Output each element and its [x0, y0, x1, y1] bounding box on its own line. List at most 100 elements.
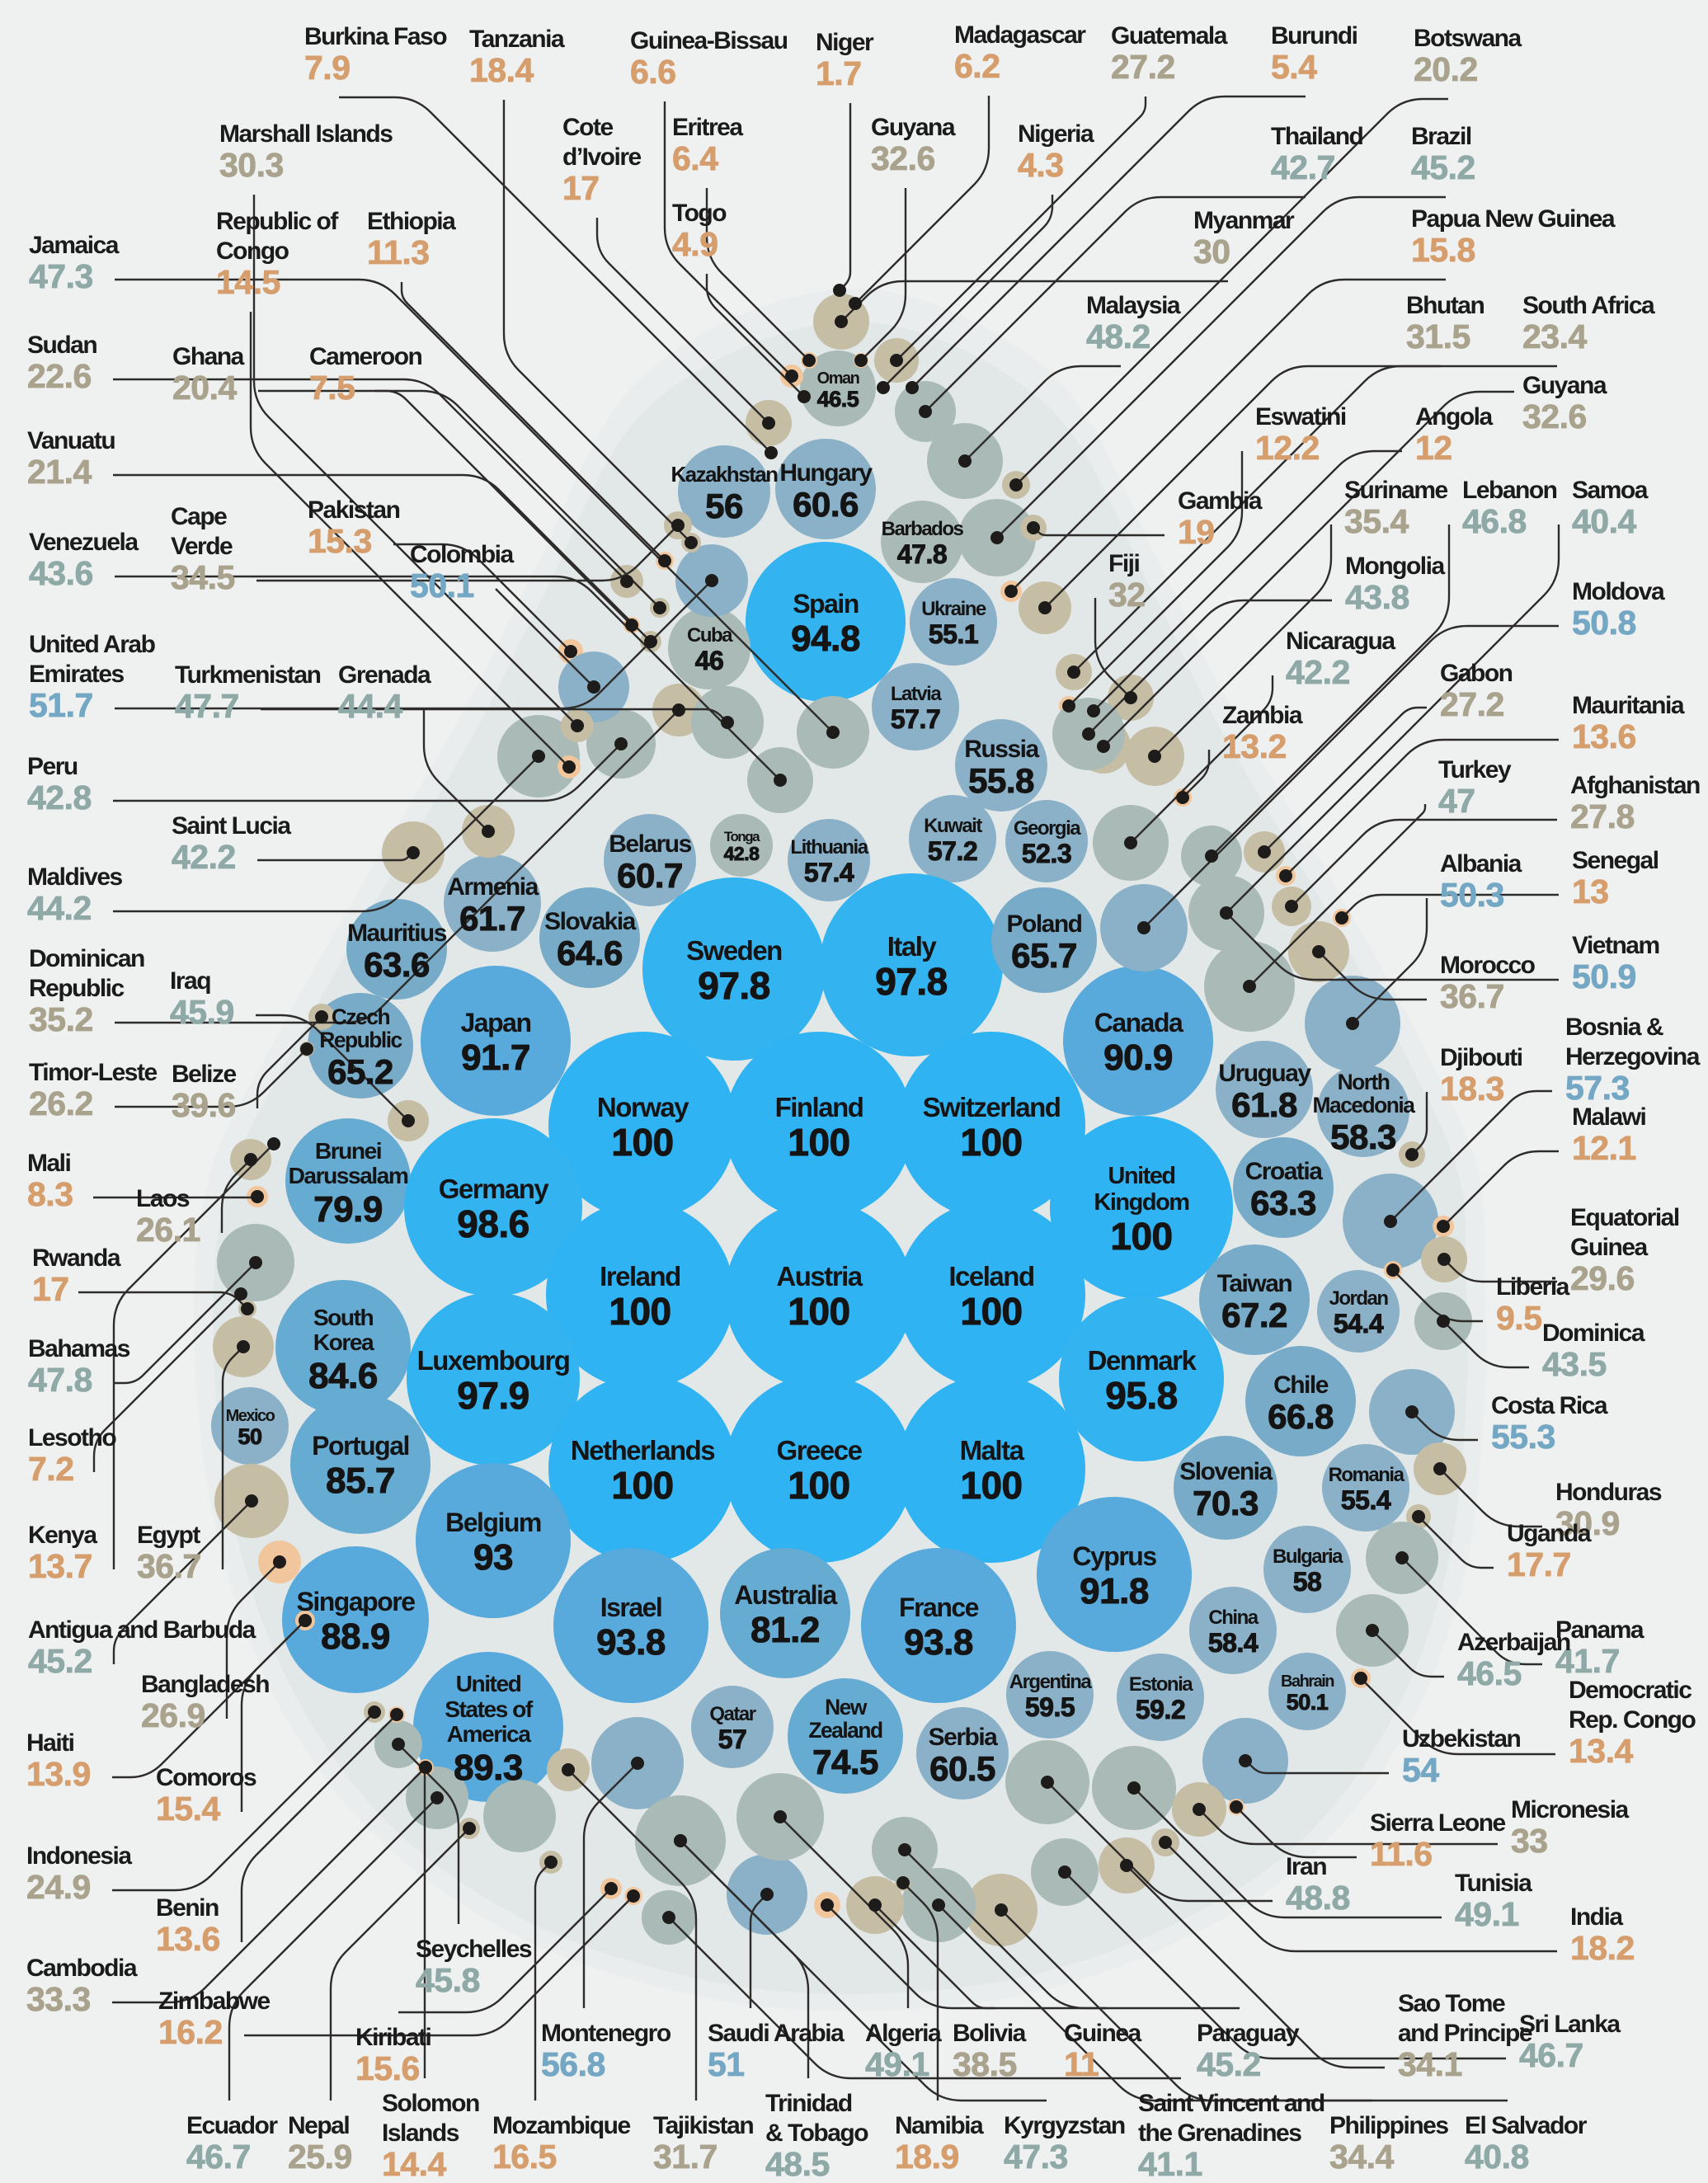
svg-text:Austria100: Austria 100: [776, 1261, 863, 1333]
svg-text:Taiwan67.2: Taiwan 67.2: [1217, 1270, 1292, 1334]
svg-text:Grenada44.4: Grenada 44.4: [338, 661, 431, 725]
svg-text:Zambia13.2: Zambia 13.2: [1222, 702, 1303, 765]
svg-text:Angola12: Angola 12: [1415, 403, 1493, 467]
svg-text:Israel93.8: Israel 93.8: [596, 1593, 666, 1663]
svg-text:Tanzania18.4: Tanzania 18.4: [469, 26, 565, 89]
svg-text:Morocco36.7: Morocco 36.7: [1440, 952, 1536, 1015]
svg-text:Tonga42.8: Tonga 42.8: [724, 829, 761, 864]
svg-text:Saint Vincent andthe Grenadine: Saint Vincent and the Grenadines 41.1: [1138, 2090, 1325, 2183]
svg-text:Samoa40.4: Samoa 40.4: [1572, 477, 1649, 540]
svg-text:Eritrea6.4: Eritrea 6.4: [672, 114, 743, 177]
svg-text:Kuwait57.2: Kuwait 57.2: [924, 815, 982, 866]
svg-text:Gabon27.2: Gabon 27.2: [1440, 660, 1513, 723]
svg-text:Madagascar6.2: Madagascar 6.2: [954, 21, 1086, 85]
svg-text:Lesotho7.2: Lesotho 7.2: [28, 1424, 116, 1488]
svg-text:Iraq45.9: Iraq 45.9: [170, 967, 234, 1031]
svg-text:Slovakia64.6: Slovakia 64.6: [544, 908, 637, 972]
svg-text:Sudan22.6: Sudan 22.6: [27, 332, 96, 395]
svg-text:Vietnam50.9: Vietnam 50.9: [1572, 932, 1659, 995]
svg-text:Uganda17.7: Uganda 17.7: [1507, 1520, 1592, 1583]
svg-text:Finland100: Finland 100: [775, 1092, 863, 1164]
svg-text:Guinea-Bissau6.6: Guinea-Bissau 6.6: [630, 27, 788, 91]
svg-text:Colombia50.1: Colombia 50.1: [410, 541, 514, 605]
svg-text:Greece100: Greece 100: [777, 1435, 863, 1507]
svg-text:Brazil45.2: Brazil 45.2: [1411, 123, 1475, 186]
svg-text:NorthMacedonia58.3: North Macedonia 58.3: [1313, 1070, 1416, 1156]
svg-text:Marshall Islands30.3: Marshall Islands 30.3: [219, 120, 393, 184]
svg-text:Netherlands100: Netherlands 100: [571, 1435, 714, 1507]
svg-text:EquatorialGuinea29.6: Equatorial Guinea 29.6: [1570, 1204, 1679, 1297]
svg-text:Kenya13.7: Kenya 13.7: [28, 1522, 97, 1585]
svg-text:Romania55.4: Romania 55.4: [1329, 1464, 1405, 1515]
svg-text:Estonia59.2: Estonia 59.2: [1129, 1673, 1193, 1724]
svg-text:Bangladesh26.9: Bangladesh 26.9: [141, 1671, 269, 1734]
svg-text:Kazakhstan56: Kazakhstan 56: [671, 463, 779, 525]
svg-text:Sri Lanka46.7: Sri Lanka 46.7: [1519, 2011, 1621, 2074]
svg-text:BruneiDarussalam79.9: Brunei Darussalam 79.9: [289, 1137, 408, 1230]
svg-text:Comoros15.4: Comoros 15.4: [156, 1764, 256, 1828]
svg-text:Peru42.8: Peru 42.8: [27, 753, 92, 816]
svg-text:Papua New Guinea15.8: Papua New Guinea 15.8: [1411, 205, 1616, 269]
svg-text:Denmark95.8: Denmark 95.8: [1088, 1345, 1197, 1417]
svg-text:Bulgaria58: Bulgaria 58: [1273, 1546, 1343, 1597]
svg-text:Italy97.8: Italy 97.8: [875, 931, 948, 1003]
svg-text:Laos26.1: Laos 26.1: [136, 1185, 200, 1249]
svg-text:SolomonIslands14.4: Solomon Islands 14.4: [382, 2090, 479, 2183]
svg-text:Mongolia43.8: Mongolia 43.8: [1345, 553, 1445, 616]
svg-text:Ecuador46.7: Ecuador 46.7: [186, 2112, 278, 2176]
svg-text:Guatemala27.2: Guatemala 27.2: [1111, 22, 1228, 86]
svg-text:Antigua and Barbuda45.2: Antigua and Barbuda 45.2: [28, 1616, 256, 1680]
svg-text:Haiti13.9: Haiti 13.9: [26, 1729, 91, 1793]
svg-text:Saudi Arabia51: Saudi Arabia 51: [708, 2020, 845, 2083]
svg-text:Eswatini12.2: Eswatini 12.2: [1255, 403, 1346, 467]
svg-text:Seychelles45.8: Seychelles 45.8: [416, 1936, 532, 1999]
svg-text:Spain94.8: Spain 94.8: [791, 589, 860, 659]
svg-text:Cyprus91.8: Cyprus 91.8: [1072, 1541, 1156, 1611]
svg-text:Moldova50.8: Moldova 50.8: [1572, 578, 1665, 642]
svg-text:Indonesia24.9: Indonesia 24.9: [26, 1842, 132, 1906]
svg-text:Algeria49.1: Algeria 49.1: [865, 2020, 942, 2083]
svg-text:Burkina Faso7.9: Burkina Faso 7.9: [304, 23, 447, 87]
svg-text:Bahamas47.8: Bahamas 47.8: [28, 1335, 130, 1399]
svg-text:Fiji32: Fiji 32: [1108, 550, 1146, 614]
svg-text:Jamaica47.3: Jamaica 47.3: [29, 232, 120, 295]
svg-text:Republic ofCongo14.5: Republic of Congo 14.5: [216, 208, 339, 301]
svg-text:Botswana20.2: Botswana 20.2: [1414, 25, 1522, 88]
svg-text:Poland65.7: Poland 65.7: [1006, 910, 1081, 975]
svg-text:Honduras30.9: Honduras 30.9: [1555, 1479, 1662, 1542]
svg-text:UnitedStates ofAmerica89.3: United States of America 89.3: [445, 1670, 534, 1788]
svg-text:Gambia19: Gambia 19: [1178, 487, 1263, 551]
svg-text:Mexico50: Mexico 50: [226, 1407, 275, 1449]
svg-text:Japan91.7: Japan 91.7: [461, 1008, 531, 1078]
svg-text:Montenegro56.8: Montenegro 56.8: [541, 2020, 671, 2083]
svg-text:Turkmenistan47.7: Turkmenistan 47.7: [175, 661, 321, 725]
svg-text:Malawi12.1: Malawi 12.1: [1572, 1103, 1646, 1167]
svg-text:Tajikistan31.7: Tajikistan 31.7: [653, 2112, 753, 2176]
svg-text:Nicaragua42.2: Nicaragua 42.2: [1286, 628, 1395, 691]
svg-text:SouthKorea84.6: South Korea 84.6: [308, 1304, 378, 1396]
svg-text:Guinea11: Guinea 11: [1064, 2020, 1142, 2083]
svg-text:France93.8: France 93.8: [899, 1593, 979, 1663]
svg-text:Ethiopia11.3: Ethiopia 11.3: [367, 208, 456, 271]
svg-text:Sao Tomeand Principe34.1: Sao Tome and Principe 34.1: [1398, 1990, 1532, 2083]
svg-text:India18.2: India 18.2: [1570, 1903, 1635, 1967]
svg-text:Qatar57: Qatar 57: [709, 1703, 755, 1754]
svg-text:Cambodia33.3: Cambodia 33.3: [26, 1955, 138, 2018]
svg-text:Canada90.9: Canada 90.9: [1094, 1008, 1183, 1078]
svg-text:Micronesia33: Micronesia 33: [1511, 1796, 1630, 1860]
svg-text:Ireland100: Ireland 100: [600, 1261, 680, 1333]
svg-text:Dominica43.5: Dominica 43.5: [1542, 1320, 1645, 1383]
svg-text:El Salvador40.8: El Salvador 40.8: [1465, 2112, 1588, 2176]
svg-text:Croatia63.3: Croatia 63.3: [1245, 1158, 1324, 1222]
svg-text:Cuba46: Cuba 46: [687, 624, 733, 675]
svg-text:Hungary60.6: Hungary 60.6: [779, 459, 873, 524]
svg-text:Guyana32.6: Guyana 32.6: [871, 114, 956, 177]
svg-text:Lebanon46.8: Lebanon 46.8: [1462, 477, 1557, 540]
svg-text:Malaysia48.2: Malaysia 48.2: [1086, 292, 1181, 355]
svg-text:UnitedKingdom100: United Kingdom 100: [1094, 1163, 1188, 1258]
svg-text:Bahrain50.1: Bahrain 50.1: [1281, 1673, 1334, 1715]
svg-text:Belgium93: Belgium 93: [445, 1508, 541, 1578]
svg-text:Rwanda17: Rwanda 17: [32, 1244, 121, 1308]
svg-text:Panama41.7: Panama 41.7: [1555, 1616, 1644, 1680]
svg-text:Thailand42.7: Thailand 42.7: [1271, 123, 1363, 186]
